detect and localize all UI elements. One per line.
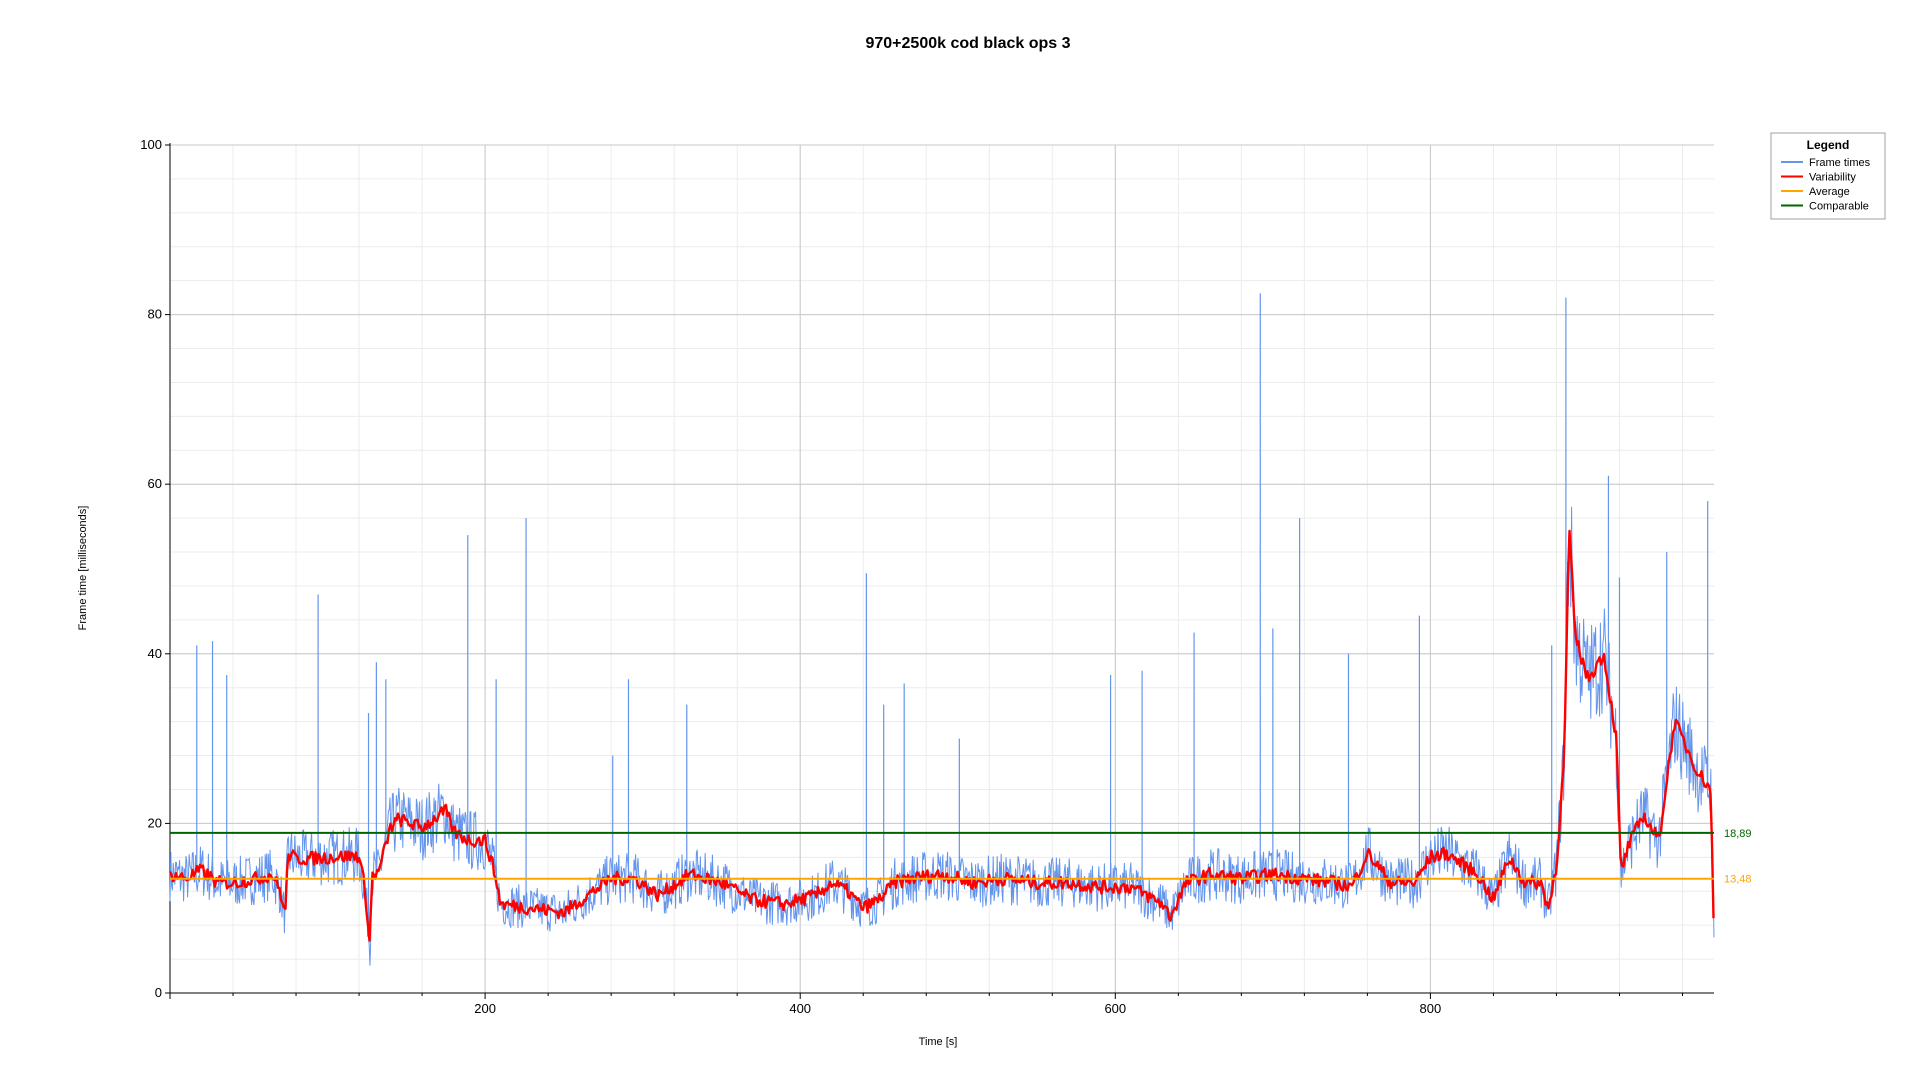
legend-title: Legend — [1807, 138, 1850, 152]
legend-entries: Frame times Variability Average Comparable — [1781, 157, 1871, 213]
y-tick-label: 100 — [140, 137, 162, 152]
y-tick-label: 80 — [148, 307, 162, 322]
x-tick-label: 600 — [1104, 1001, 1126, 1016]
chart-title: 970+2500k cod black ops 3 — [865, 35, 1070, 52]
legend-entry-label: Average — [1809, 186, 1850, 198]
legend-entry-label: Frame times — [1809, 157, 1871, 169]
axes: 0 20 40 60 80 100 200 400 600 800 — [140, 137, 1714, 1016]
y-axis-label: Frame time [milliseconds] — [77, 506, 89, 631]
reference-lines: 18,89 13,48 — [170, 828, 1752, 886]
y-tick-label: 60 — [148, 476, 162, 491]
legend-entry-label: Variability — [1809, 172, 1856, 184]
reference-label-comparable: 18,89 — [1724, 828, 1752, 840]
series-frame-times — [169, 506, 1715, 966]
x-tick-label: 800 — [1420, 1001, 1442, 1016]
y-tick-label: 20 — [148, 815, 162, 830]
y-tick-label: 40 — [148, 646, 162, 661]
x-tick-label: 400 — [789, 1001, 811, 1016]
y-tick-label: 0 — [155, 985, 162, 1000]
reference-label-average: 13,48 — [1724, 874, 1752, 886]
legend-entry-label: Comparable — [1809, 201, 1869, 213]
series-layer — [168, 293, 1715, 966]
legend: Legend Frame times Variability Average Comp… — [1770, 132, 1886, 220]
frame-time-spikes — [196, 293, 1709, 931]
series-variability — [168, 529, 1715, 942]
x-axis-label: Time [s] — [919, 1036, 958, 1048]
x-tick-label: 200 — [474, 1001, 496, 1016]
